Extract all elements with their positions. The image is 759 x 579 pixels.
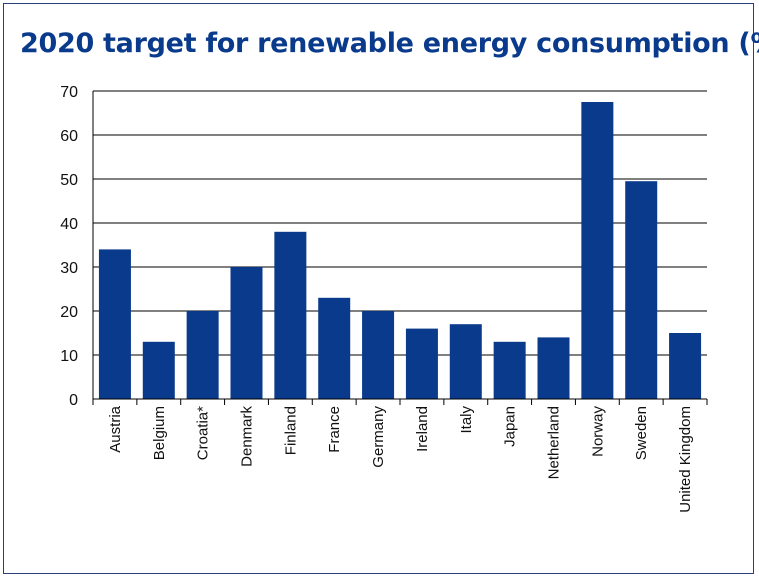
- x-tick-label: Japan: [502, 406, 519, 447]
- x-tick-label: United Kingdom: [677, 406, 694, 513]
- bar-italy: [449, 324, 482, 399]
- y-tick-label: 50: [60, 172, 78, 189]
- x-tick-label: Ireland: [414, 406, 431, 452]
- y-tick-label: 70: [60, 84, 78, 101]
- y-tick-label: 0: [69, 392, 78, 409]
- x-tick-label: Denmark: [239, 406, 256, 467]
- y-tick-labels: 0 10 20 30 40 50 60 70: [60, 84, 78, 409]
- bars: [98, 102, 702, 399]
- x-tick-label: Norway: [589, 406, 606, 457]
- bar-france: [318, 297, 351, 399]
- bar-netherland: [537, 337, 570, 399]
- bar-austria: [98, 249, 131, 399]
- x-tick-labels: Austria Belgium Croatia* Denmark Finland Fran…: [107, 405, 694, 512]
- bar-ireland: [405, 328, 438, 399]
- bar-japan: [493, 341, 526, 399]
- bar-united-kingdom: [669, 333, 702, 399]
- y-tick-label: 40: [60, 216, 78, 233]
- bar-belgium: [142, 341, 175, 399]
- x-tick-label: Croatia*: [195, 406, 212, 460]
- x-tick-label: France: [326, 406, 343, 453]
- bar-denmark: [230, 267, 263, 399]
- bar-norway: [581, 102, 614, 399]
- x-tick-label: Italy: [458, 406, 475, 434]
- bar-germany: [362, 311, 395, 399]
- bar-finland: [274, 231, 307, 399]
- chart-title: 2020 target for renewable energy consump…: [20, 28, 759, 59]
- bar-croatia: [186, 311, 219, 399]
- y-tick-label: 10: [60, 348, 78, 365]
- y-tick-label: 60: [60, 128, 78, 145]
- y-tick-label: 30: [60, 260, 78, 277]
- gridlines: [93, 90, 707, 356]
- x-tick-label: Germany: [370, 406, 387, 468]
- x-tick-label: Netherland: [546, 406, 563, 479]
- bar-sweden: [625, 181, 658, 399]
- x-tick-label: Austria: [107, 405, 124, 452]
- x-tick-label: Sweden: [633, 406, 650, 460]
- x-tick-label: Belgium: [151, 406, 168, 460]
- y-tick-label: 20: [60, 304, 78, 321]
- axes: [92, 91, 708, 405]
- x-tick-label: Finland: [282, 406, 299, 455]
